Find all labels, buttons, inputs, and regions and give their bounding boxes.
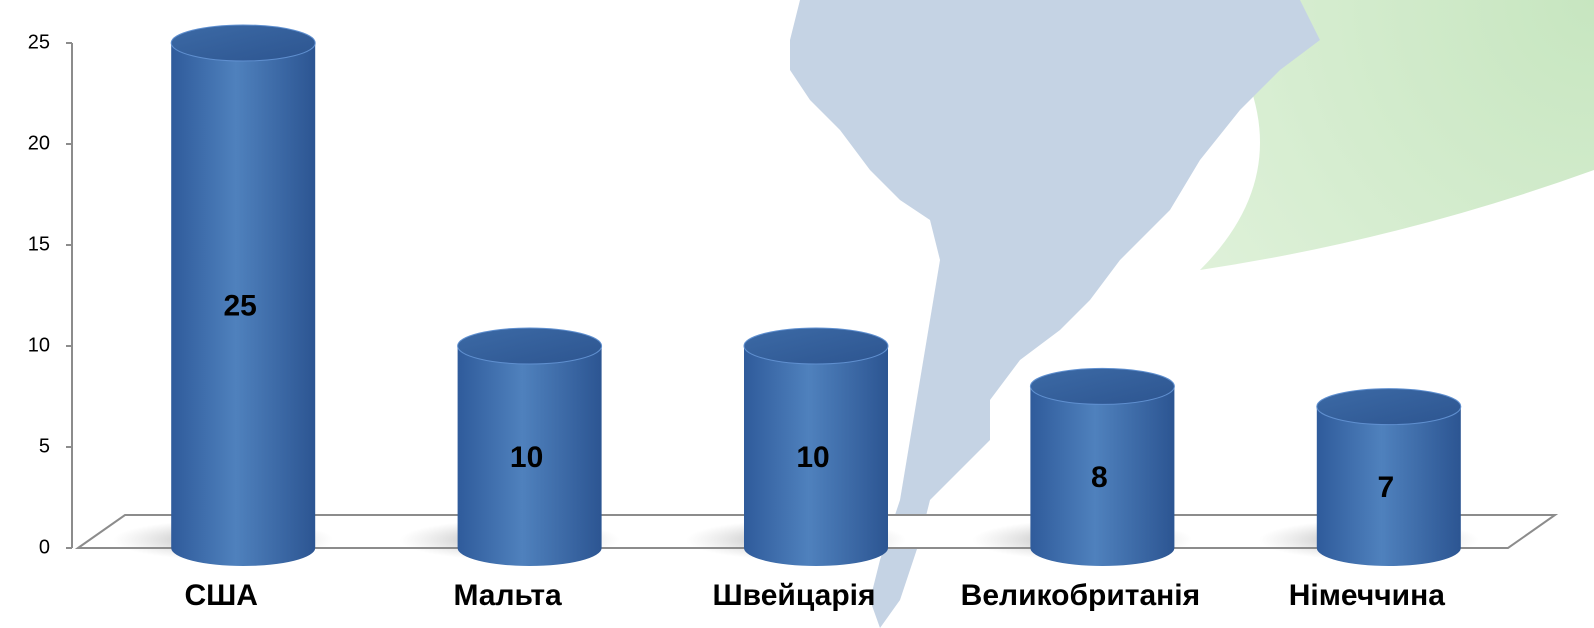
y-tick-label: 15 [28, 233, 50, 255]
bar-top [457, 327, 603, 365]
data-label: 10 [796, 441, 829, 474]
data-label: 8 [1091, 461, 1108, 494]
x-tick-label: США [184, 579, 257, 612]
bar-top [1029, 367, 1175, 405]
y-tick-label: 0 [39, 536, 50, 558]
background-map [790, 0, 1320, 628]
x-tick-label: Мальта [453, 579, 562, 612]
data-label: 7 [1377, 471, 1394, 504]
bar [1030, 386, 1175, 566]
bar [1316, 406, 1461, 566]
bar-top [1316, 388, 1462, 426]
y-tick-label: 10 [28, 334, 50, 356]
bar-top [170, 24, 316, 62]
bar-top [743, 327, 889, 365]
y-tick-label: 5 [39, 435, 50, 457]
bar [171, 43, 316, 566]
y-tick-label: 20 [28, 132, 50, 154]
bar [457, 346, 602, 566]
plot: 0 5 10 15 20 25 США 25 Мальта 10 Швейцарія 10 Велико… [28, 24, 1479, 612]
x-tick-label: Німеччина [1289, 579, 1446, 612]
bar [744, 346, 888, 566]
x-tick-label: Швейцарія [713, 579, 876, 612]
x-tick-label: Великобританія [961, 579, 1200, 612]
data-label: 10 [510, 441, 543, 474]
data-label: 25 [224, 289, 257, 322]
background-glow [1200, 0, 1594, 270]
y-tick-label: 25 [28, 31, 50, 53]
